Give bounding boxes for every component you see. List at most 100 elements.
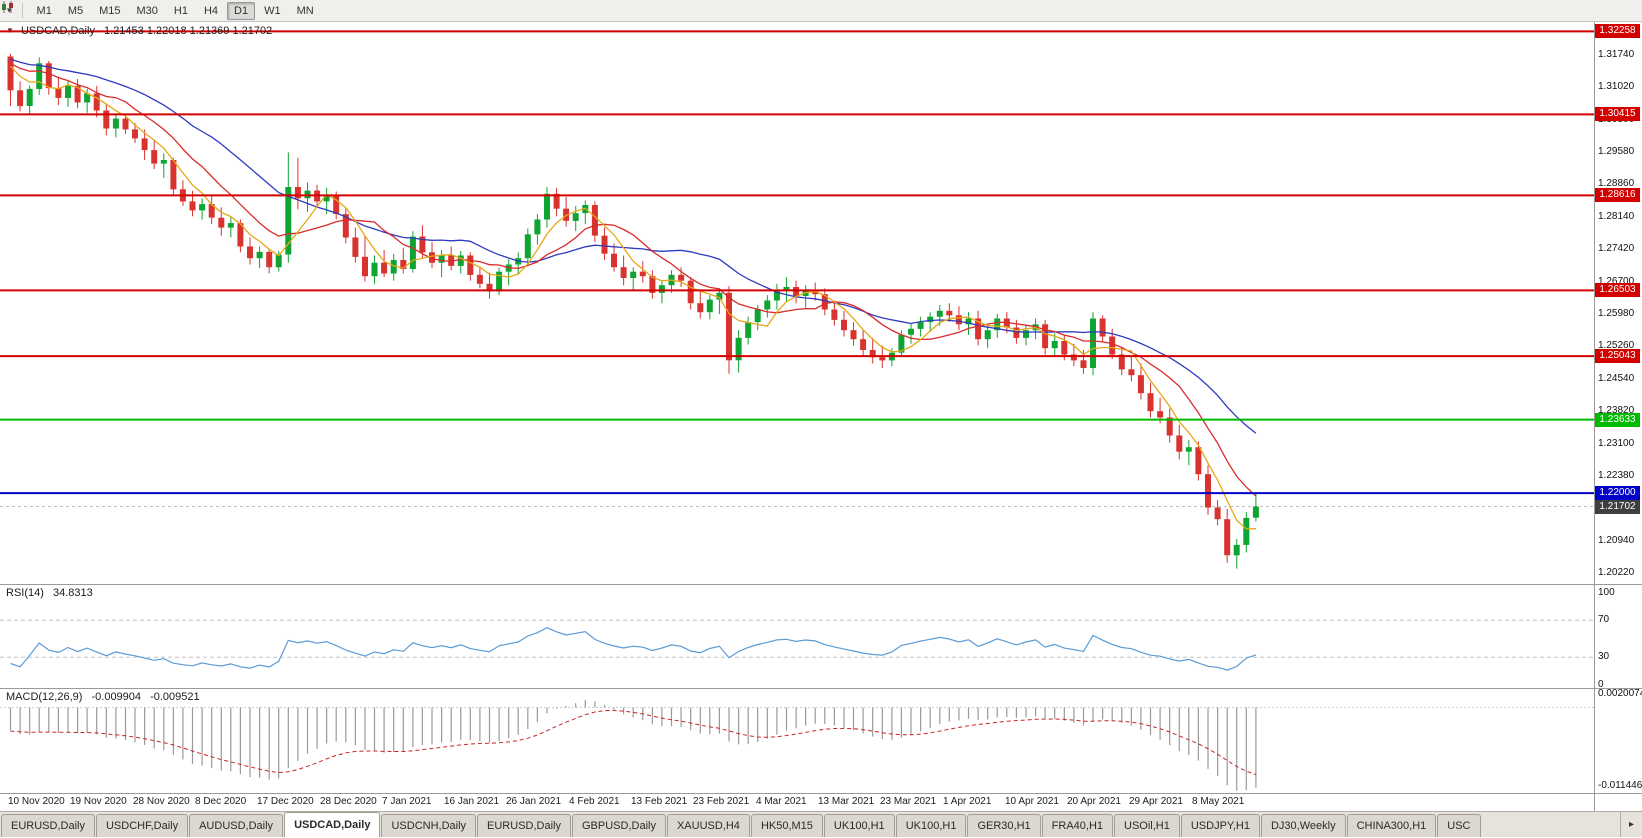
chart-window-tab-uk100-h1[interactable]: UK100,H1 bbox=[823, 814, 895, 837]
chart-window-tab-fra40-h1[interactable]: FRA40,H1 bbox=[1041, 814, 1114, 837]
macd-panel[interactable]: MACD(12,26,9) -0.009904 -0.009521 bbox=[0, 688, 1642, 793]
price-axis-label: 1.23100 bbox=[1598, 438, 1635, 449]
tab-scroll-right-button[interactable]: ▸ bbox=[1620, 811, 1642, 837]
bear-candle bbox=[294, 187, 301, 199]
chart-window-tab-usdcnh-daily[interactable]: USDCNH,Daily bbox=[381, 814, 477, 837]
rsi-label: RSI(14) bbox=[6, 587, 44, 599]
rsi-line bbox=[10, 627, 1257, 671]
chart-window-tab-hk50-m15[interactable]: HK50,M15 bbox=[750, 814, 823, 837]
chart-window-tab-ger30-h1[interactable]: GER30,H1 bbox=[967, 814, 1041, 837]
bear-candle bbox=[639, 271, 646, 277]
bear-candle bbox=[237, 223, 244, 247]
bull-candle bbox=[917, 322, 924, 329]
macd-plot bbox=[0, 699, 1594, 791]
bear-candle bbox=[17, 90, 24, 107]
date-axis-label: 23 Feb 2021 bbox=[693, 796, 750, 807]
price-badge-1.25043: 1.25043 bbox=[1595, 349, 1640, 363]
chart-window-tab-usdcad-daily[interactable]: USDCAD,Daily bbox=[284, 812, 381, 837]
main-chart-panel[interactable]: ▼ USDCAD,Daily 1.21453 1.22018 1.21369 1… bbox=[0, 22, 1642, 584]
timeframe-button-m1[interactable]: M1 bbox=[36, 5, 52, 17]
bear-candle bbox=[74, 85, 81, 103]
bear-candle bbox=[476, 274, 483, 284]
chart-window-tab-eurusd-daily[interactable]: EURUSD,Daily bbox=[477, 814, 571, 837]
bear-candle bbox=[400, 260, 407, 269]
rsi-value: 34.8313 bbox=[52, 587, 93, 599]
bear-candle bbox=[1147, 393, 1154, 412]
timeframe-button-h4[interactable]: H4 bbox=[203, 5, 219, 17]
bear-candle bbox=[208, 204, 215, 218]
bear-candle bbox=[611, 253, 617, 268]
price-axis-label: 1.24540 bbox=[1598, 373, 1635, 384]
bull-candle bbox=[1051, 341, 1058, 349]
bull-candle bbox=[534, 219, 541, 235]
bull-candle bbox=[764, 300, 771, 310]
bear-candle bbox=[841, 319, 847, 331]
timeframe-button-w1[interactable]: W1 bbox=[264, 5, 281, 17]
bear-candle bbox=[103, 110, 110, 129]
bear-candle bbox=[45, 63, 52, 89]
bear-candle bbox=[429, 252, 435, 263]
panel-separator[interactable] bbox=[0, 688, 1642, 689]
bear-candle bbox=[1166, 417, 1173, 436]
bear-candle bbox=[352, 237, 359, 257]
bull-candle bbox=[994, 318, 1001, 331]
bear-candle bbox=[1224, 519, 1231, 556]
chart-window-tab-audusd-daily[interactable]: AUDUSD,Daily bbox=[189, 814, 284, 837]
chart-window-tab-gbpusd-daily[interactable]: GBPUSD,Daily bbox=[572, 814, 666, 837]
timeframe-buttons: M1 M5 M15 M30 H1 H4 D1 W1 MN bbox=[29, 1, 322, 20]
date-axis-label: 8 Dec 2020 bbox=[195, 796, 247, 807]
price-axis-label: 1.20220 bbox=[1598, 567, 1635, 578]
bull-candle bbox=[1023, 330, 1029, 338]
timeframe-button-d1[interactable]: D1 bbox=[227, 2, 256, 20]
chart-type-dropdown-caret-icon[interactable]: ▾ bbox=[7, 5, 12, 15]
bear-candle bbox=[850, 330, 857, 340]
bear-candle bbox=[7, 56, 14, 91]
bear-candle bbox=[1128, 369, 1135, 376]
price-axis: 1.317401.310201.303001.295801.288601.281… bbox=[1595, 22, 1642, 584]
chart-window-tab-usdchf-daily[interactable]: USDCHF,Daily bbox=[95, 814, 189, 837]
chart-window-tab-usoil-h1[interactable]: USOil,H1 bbox=[1114, 814, 1180, 837]
date-axis-label: 13 Feb 2021 bbox=[631, 796, 688, 807]
bull-candle bbox=[457, 255, 464, 266]
timeframe-button-m30[interactable]: M30 bbox=[136, 5, 158, 17]
toolbar-separator bbox=[21, 3, 23, 18]
price-axis-separator bbox=[1594, 22, 1595, 811]
panel-separator[interactable] bbox=[0, 584, 1642, 585]
timeframe-button-m15[interactable]: M15 bbox=[99, 5, 121, 17]
chart-window-tab-eurusd-daily[interactable]: EURUSD,Daily bbox=[1, 814, 95, 837]
sma-5-line bbox=[10, 65, 1256, 530]
date-axis-label: 26 Jan 2021 bbox=[506, 796, 562, 807]
bear-candle bbox=[1013, 327, 1020, 338]
bull-candle bbox=[927, 316, 934, 323]
bear-candle bbox=[218, 217, 225, 228]
date-axis-label: 29 Apr 2021 bbox=[1129, 796, 1183, 807]
timeframe-button-h1[interactable]: H1 bbox=[173, 5, 188, 17]
timeframe-button-mn[interactable]: MN bbox=[296, 5, 314, 17]
chart-window-tab-china300-h1[interactable]: CHINA300,H1 bbox=[1346, 814, 1437, 837]
bear-candle bbox=[860, 339, 867, 350]
bull-candle bbox=[256, 251, 263, 259]
bear-candle bbox=[678, 274, 685, 281]
chart-window-tab-usc[interactable]: USC bbox=[1437, 814, 1481, 837]
chart-window-tab-dj30-weekly[interactable]: DJ30,Weekly bbox=[1260, 814, 1346, 837]
timeframe-button-m5[interactable]: M5 bbox=[67, 5, 84, 17]
bear-candle bbox=[55, 88, 62, 98]
price-badge-1.21702: 1.21702 bbox=[1595, 500, 1640, 514]
macd-signal-value: -0.009521 bbox=[150, 691, 200, 703]
bear-candle bbox=[1003, 318, 1010, 328]
macd-axis-min: -0.0114462 bbox=[1598, 780, 1642, 791]
chart-window-tab-usdjpy-h1[interactable]: USDJPY,H1 bbox=[1180, 814, 1260, 837]
chart-symbol-period: USDCAD,Daily bbox=[20, 25, 95, 37]
bull-candle bbox=[735, 337, 742, 361]
date-axis-label: 1 Apr 2021 bbox=[943, 796, 992, 807]
chart-marker-icon: ▼ bbox=[6, 26, 14, 35]
bear-candle bbox=[1195, 447, 1202, 475]
bull-candle bbox=[26, 88, 33, 106]
bull-candle bbox=[572, 213, 579, 221]
bull-candle bbox=[524, 234, 531, 259]
chart-window-tab-uk100-h1[interactable]: UK100,H1 bbox=[895, 814, 967, 837]
price-badge-1.30415: 1.30415 bbox=[1595, 107, 1640, 121]
rsi-panel[interactable]: RSI(14) 34.8313 bbox=[0, 584, 1642, 688]
chart-window-tab-xauusd-h4[interactable]: XAUUSD,H4 bbox=[666, 814, 750, 837]
